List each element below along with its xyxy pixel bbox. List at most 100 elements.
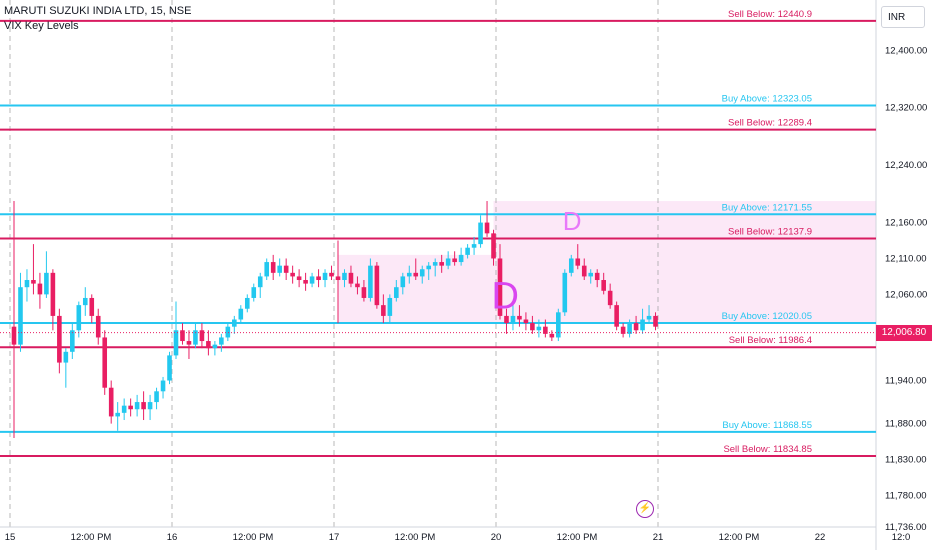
candle-body (607, 290, 613, 306)
candle-body (95, 315, 101, 338)
time-tick-label: 20 (491, 532, 502, 543)
candle-body (640, 319, 645, 331)
candle-body (322, 272, 328, 281)
candle-body (646, 315, 652, 320)
price-tick-label: 12,160.00 (885, 218, 927, 229)
candle-body (186, 341, 192, 345)
price-tick-label: 12,110.00 (885, 253, 927, 264)
candle-body (413, 272, 419, 277)
candle-body (374, 265, 380, 306)
candle-body (141, 402, 146, 410)
time-tick-label: 21 (653, 532, 664, 543)
candle-body (478, 222, 483, 245)
candle-body (387, 297, 393, 316)
candle-body (368, 265, 373, 298)
candle-body (633, 323, 639, 331)
candle-body (355, 283, 360, 288)
level-label: Buy Above: 12020.05 (722, 311, 812, 322)
candle-body (484, 222, 490, 234)
candle-body (70, 330, 75, 352)
level-label: Buy Above: 12171.55 (722, 202, 812, 213)
candle-body (316, 276, 321, 281)
price-tick-label: 12,320.00 (885, 103, 927, 114)
candle-body (445, 258, 451, 266)
candle-body (530, 323, 535, 331)
candle-body (212, 344, 218, 349)
price-tick-label: 11,736.00 (885, 522, 927, 533)
candle-body (167, 355, 172, 381)
candle-body (601, 280, 606, 291)
candle-body (426, 265, 432, 270)
time-tick-label: 12:00 PM (395, 532, 436, 543)
candle-body (342, 272, 347, 281)
time-tick-label: 17 (329, 532, 340, 543)
candle-body (24, 280, 30, 288)
candle-body (400, 276, 406, 288)
candle-body (309, 276, 315, 284)
candle-body (653, 315, 658, 327)
candle-body (510, 315, 516, 324)
candle-body (232, 319, 237, 327)
candle-body (452, 258, 457, 263)
candle-body (134, 402, 140, 410)
candle-body (329, 272, 334, 277)
candle-body (471, 244, 477, 248)
price-tick-label: 12,240.00 (885, 160, 927, 171)
candle-body (536, 326, 542, 331)
candle-body (206, 341, 211, 349)
time-tick-label: 16 (167, 532, 178, 543)
level-label: Sell Below: 12289.4 (728, 118, 812, 129)
time-tick-label: 22 (815, 532, 826, 543)
flash-icon[interactable]: ⚡ (636, 500, 654, 518)
candle-body (394, 287, 399, 298)
candle-body (11, 326, 17, 345)
price-tick-label: 11,880.00 (885, 419, 927, 430)
level-label: Sell Below: 12137.9 (728, 226, 812, 237)
candle-body (89, 297, 95, 316)
level-label: Sell Below: 12440.9 (728, 9, 812, 20)
candle-body (50, 272, 56, 316)
price-tick-label: 11,780.00 (885, 490, 927, 501)
candle-body (147, 402, 153, 410)
candle-body (491, 233, 496, 259)
candle-body (173, 330, 179, 356)
candle-body (290, 272, 295, 277)
price-tick-label: 12,400.00 (885, 45, 927, 56)
chart-legend: MARUTI SUZUKI INDIA LTD, 15, NSE VIX Key… (4, 4, 191, 34)
candle-body (381, 305, 386, 316)
time-tick-label: 15 (5, 532, 16, 543)
candle-body (458, 254, 464, 263)
candle-body (225, 326, 231, 338)
candle-body (575, 258, 581, 266)
indicator-name: VIX Key Levels (4, 20, 79, 32)
price-tick-label: 11,830.00 (885, 455, 927, 466)
time-tick-label: 12:00 PM (233, 532, 274, 543)
time-tick-label: 12:00 PM (71, 532, 112, 543)
symbol-title: MARUTI SUZUKI INDIA LTD, 15, NSE (4, 5, 192, 17)
candle-body (432, 262, 438, 266)
candle-body (63, 351, 69, 363)
candle-body (160, 380, 166, 392)
pattern-marker: D (492, 276, 519, 318)
candle-body (18, 287, 23, 345)
candle-body (37, 283, 43, 295)
candle-body (82, 297, 88, 306)
currency-button[interactable]: INR (881, 6, 925, 28)
candle-body (180, 330, 185, 342)
candle-body (128, 405, 133, 410)
time-tick-label: 12:0 (892, 532, 911, 543)
candle-body (219, 337, 224, 345)
candle-body (562, 272, 568, 313)
pattern-marker: D (563, 206, 582, 236)
candle-body (549, 333, 555, 338)
candle-body (238, 308, 244, 320)
candle-body (335, 276, 341, 281)
candle-body (303, 280, 308, 284)
candle-body (588, 272, 594, 277)
level-label: Sell Below: 11834.85 (723, 444, 812, 455)
level-label: Sell Below: 11986.4 (729, 335, 812, 346)
candle-body (57, 315, 62, 363)
candle-body (348, 272, 354, 284)
candle-body (361, 287, 367, 298)
